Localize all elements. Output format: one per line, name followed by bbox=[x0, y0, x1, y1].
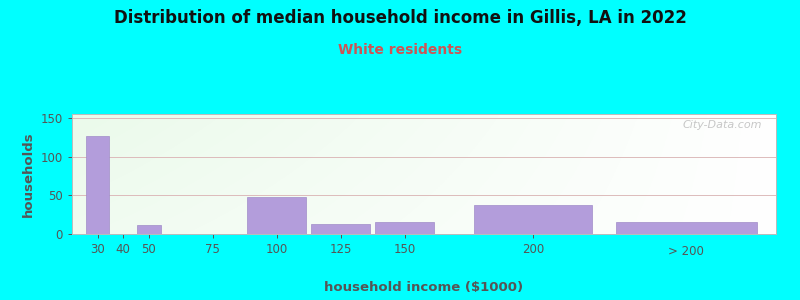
Text: City-Data.com: City-Data.com bbox=[682, 120, 762, 130]
Bar bbox=[375, 222, 434, 234]
Bar bbox=[311, 224, 370, 234]
Bar bbox=[247, 197, 306, 234]
Bar bbox=[616, 222, 757, 234]
Text: > 200: > 200 bbox=[669, 245, 704, 258]
Bar bbox=[86, 136, 110, 234]
Bar bbox=[137, 225, 161, 234]
Text: Distribution of median household income in Gillis, LA in 2022: Distribution of median household income … bbox=[114, 9, 686, 27]
X-axis label: household income ($1000): household income ($1000) bbox=[325, 281, 523, 294]
Text: White residents: White residents bbox=[338, 44, 462, 58]
Bar bbox=[474, 206, 592, 234]
Y-axis label: households: households bbox=[22, 131, 35, 217]
